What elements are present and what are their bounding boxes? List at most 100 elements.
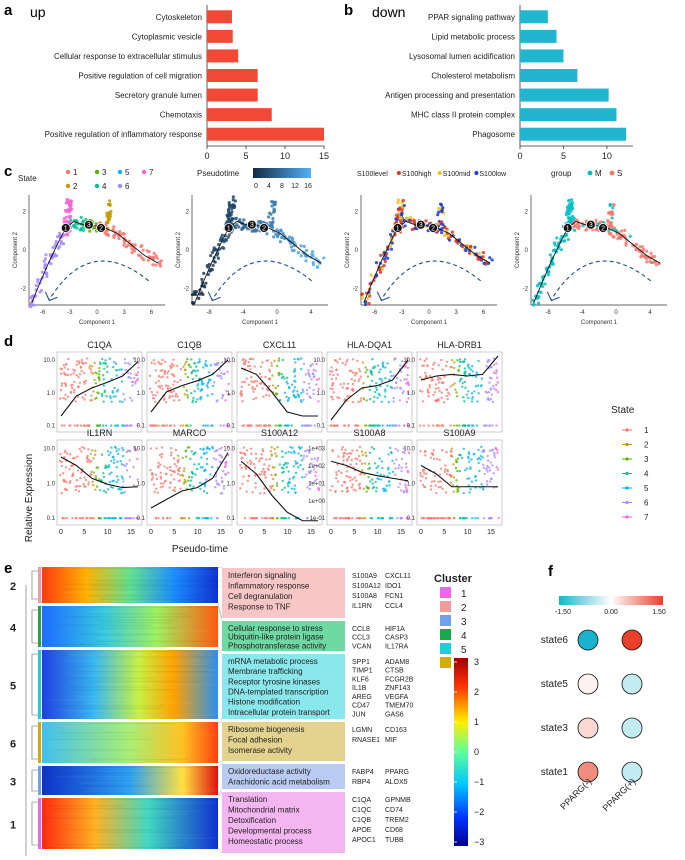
cell-point <box>331 382 334 386</box>
cell-point <box>132 484 136 487</box>
legend-dot <box>625 442 629 447</box>
cell-point <box>388 378 391 381</box>
cell-point <box>226 235 230 239</box>
heatmap-texture <box>61 822 139 824</box>
y-tick-label: 0.1 <box>317 424 326 430</box>
cell-point <box>454 388 457 391</box>
cell-point <box>431 452 434 456</box>
cell-point <box>159 259 163 263</box>
group-swatch <box>587 170 593 176</box>
heatmap-texture <box>100 693 188 696</box>
cell-point <box>379 253 383 257</box>
category-label: Chemotaxis <box>160 111 202 120</box>
cell-point <box>608 203 612 208</box>
tick-label: 5 <box>561 151 566 161</box>
branch-point <box>60 223 71 233</box>
cell-point <box>419 450 422 453</box>
branch-point <box>223 223 234 233</box>
cell-point <box>363 462 367 465</box>
cell-point <box>398 424 401 427</box>
cell-point <box>108 517 112 520</box>
term-label: Inflammatory response <box>228 582 310 591</box>
x-tick-label: 0 <box>419 529 423 536</box>
cell-point <box>136 371 140 374</box>
y-tick-label: 10.0 <box>43 447 55 453</box>
pseudotime-tick: 0 <box>254 183 258 190</box>
cell-point <box>198 358 201 361</box>
cell-point <box>201 381 204 384</box>
cell-point <box>154 369 158 372</box>
heatmap-texture <box>44 846 188 849</box>
cell-point <box>179 487 182 490</box>
cell-point <box>477 461 480 465</box>
cell-point <box>186 424 189 427</box>
cell-point <box>470 480 474 483</box>
cell-point <box>290 248 294 253</box>
panel-a-label: a <box>4 2 13 19</box>
cell-point <box>480 377 484 380</box>
cell-point <box>562 239 567 243</box>
branch-point <box>259 223 269 233</box>
cell-point <box>66 207 70 212</box>
cell-point <box>487 358 491 362</box>
cell-point <box>286 382 289 385</box>
cell-point <box>466 477 469 480</box>
cell-point <box>63 424 66 427</box>
cell-point <box>456 487 459 491</box>
y-tick-label: 1.0 <box>47 481 56 487</box>
cell-point <box>165 517 169 520</box>
bar <box>207 127 324 141</box>
cell-point <box>284 517 288 520</box>
cell-point <box>206 424 210 427</box>
cell-point <box>120 463 124 466</box>
trend-curve <box>150 359 229 413</box>
legend-dot <box>625 471 629 476</box>
cell-point <box>433 479 436 483</box>
cluster-bar <box>38 567 41 603</box>
cell-point <box>461 424 465 427</box>
cell-point <box>294 491 297 495</box>
state-legend-title: State <box>18 174 37 183</box>
cell-point <box>467 390 470 393</box>
cell-point <box>246 461 249 464</box>
cell-point <box>405 378 408 381</box>
cell-point <box>132 376 136 380</box>
cell-point <box>200 396 203 399</box>
cell-point <box>388 484 391 487</box>
cell-point <box>357 517 361 520</box>
tick-label: 2 <box>474 687 479 697</box>
heatmap-texture <box>87 680 201 683</box>
connector <box>217 721 223 764</box>
cell-point <box>106 217 110 221</box>
x-tick-label: 0 <box>427 310 431 316</box>
cell-point <box>116 478 120 482</box>
cell-point <box>341 361 344 365</box>
cell-point <box>68 468 71 471</box>
heatmap-texture <box>55 705 165 707</box>
cell-point <box>463 517 466 520</box>
cell-point <box>380 460 384 463</box>
cell-point <box>205 491 209 495</box>
cell-point <box>468 251 472 255</box>
cell-point <box>443 470 447 473</box>
cell-point <box>63 455 66 459</box>
cell-point <box>188 363 191 367</box>
arrow-head <box>376 291 390 302</box>
trend-curve <box>330 359 409 421</box>
cell-point <box>491 464 494 467</box>
cell-point <box>127 375 131 379</box>
cell-point <box>230 203 235 207</box>
cell-point <box>71 472 75 475</box>
cell-point <box>362 382 365 385</box>
cell-point <box>55 254 59 258</box>
cell-point <box>64 449 67 452</box>
cell-point <box>476 384 480 387</box>
y-tick-label: 0.1 <box>407 516 416 522</box>
term-box <box>222 792 345 853</box>
cell-point <box>271 477 275 481</box>
cell-point <box>110 459 113 463</box>
cell-point <box>112 455 115 459</box>
cell-point <box>80 358 84 362</box>
